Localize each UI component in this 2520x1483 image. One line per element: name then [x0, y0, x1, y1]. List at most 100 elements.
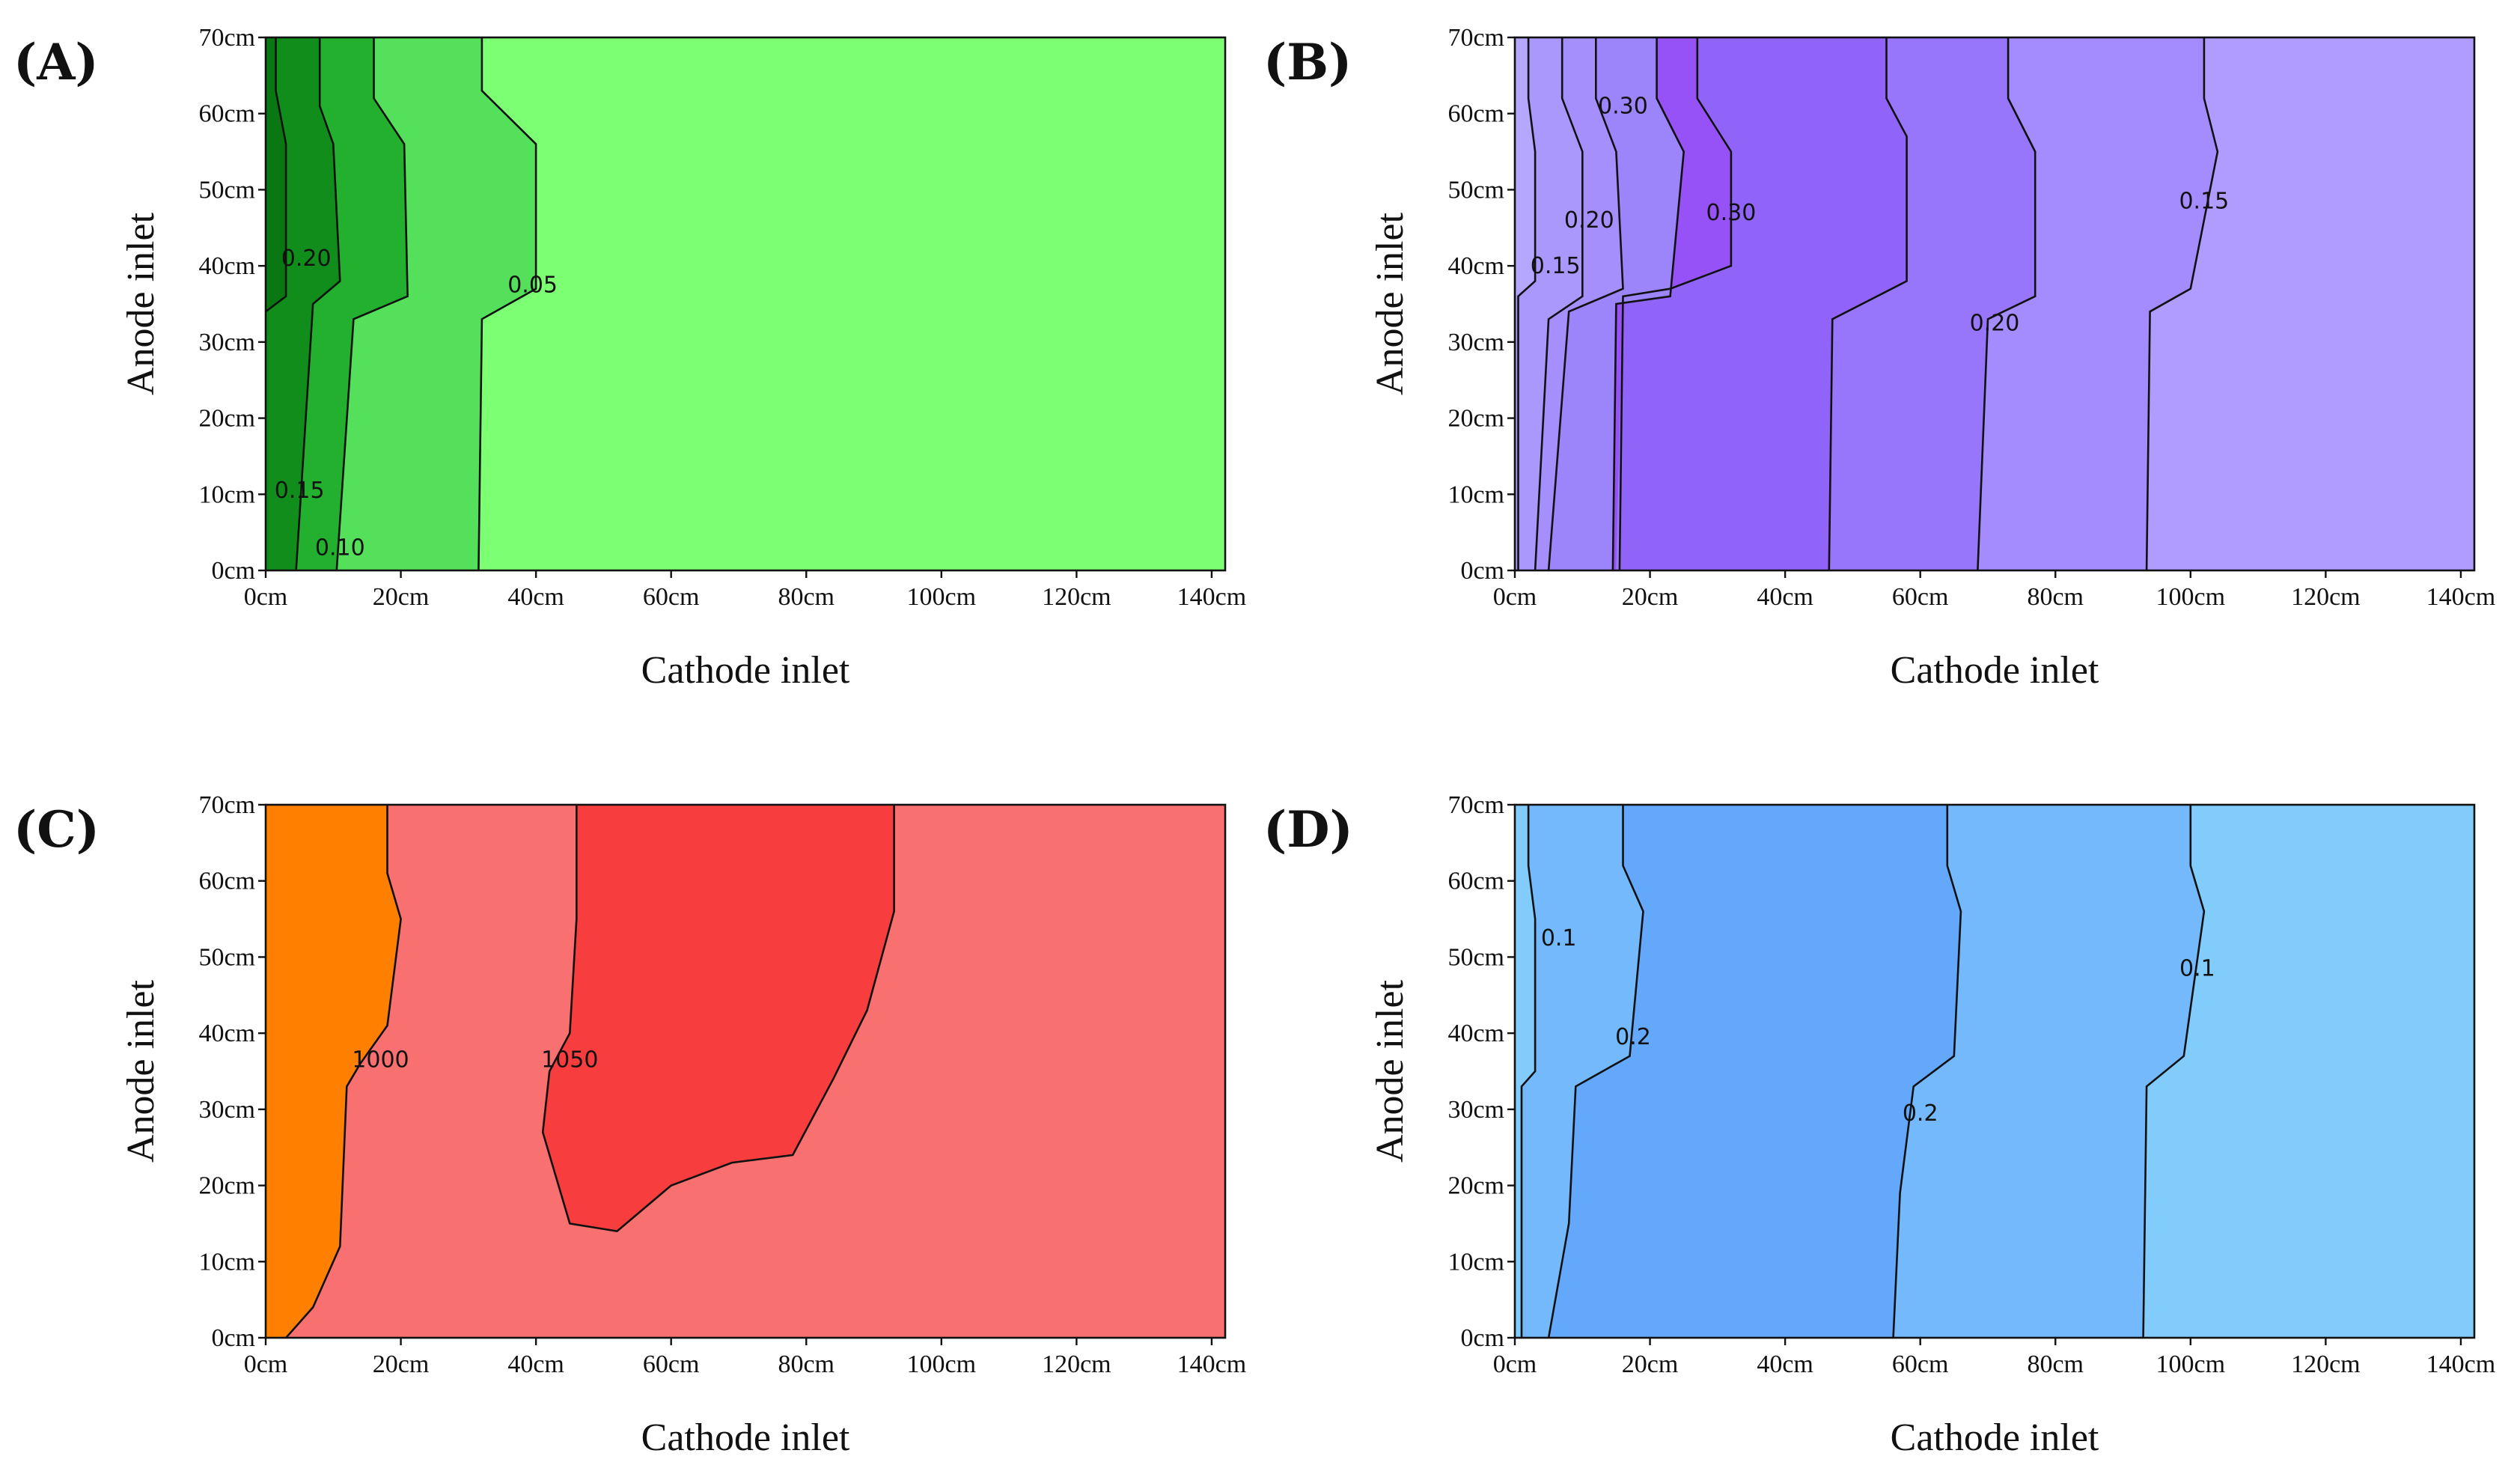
x-tick-label: 120cm	[2291, 1350, 2361, 1378]
contour-label-3: 0.20	[281, 246, 332, 272]
x-tick-label: 60cm	[643, 1350, 700, 1378]
contour-line-5	[1547, 37, 1624, 570]
y-tick-label: 10cm	[198, 1248, 255, 1276]
x-tick-label: 40cm	[507, 583, 564, 611]
contour-panel-d: 0.1 0.2 0.2 0.1 0cm 20cm 40cm 60cm 80cm 100cm 120c…	[1263, 791, 2495, 1459]
x-tick-label: 20cm	[373, 583, 430, 611]
contour-panel-a: 0.05 0.10 0.15 0.20 0cm 20cm 40cm 60cm 80cm 100cm…	[13, 24, 1246, 692]
contour-line-2	[1828, 37, 1908, 570]
contour-region-3	[1515, 805, 1536, 1338]
x-tick-label: 60cm	[1892, 583, 1949, 611]
y-tick-label: 30cm	[198, 329, 255, 356]
x-tick-label: 140cm	[2426, 583, 2496, 611]
x-tick-label: 80cm	[2027, 1350, 2084, 1378]
x-axis-title: Cathode inlet	[641, 649, 850, 692]
y-axis-title: Anode inlet	[1369, 979, 1412, 1163]
x-tick-label: 60cm	[1892, 1350, 1949, 1378]
y-tick-label: 0cm	[211, 557, 255, 585]
y-tick-label: 10cm	[1447, 1248, 1504, 1276]
y-tick-label: 60cm	[198, 868, 255, 895]
plot-frame	[264, 36, 1227, 572]
plot-area: 0.05 0.10 0.15 0.20	[266, 37, 1225, 570]
contour-line-3	[266, 37, 287, 313]
contour-label-0: 0.15	[2179, 189, 2229, 215]
x-tick-label: 40cm	[507, 1350, 564, 1378]
contour-line-3	[1520, 805, 1537, 1338]
contour-label-1: 0.2	[1903, 1100, 1938, 1127]
panel-label: (B)	[1263, 33, 1352, 91]
contour-panel-b: 0.15 0.20 0.30 0.30 0.20 0.15 0cm 20cm 40cm 60cm 8…	[1263, 24, 2495, 692]
contour-line-0	[2145, 37, 2219, 570]
x-tick-label: 80cm	[778, 1350, 835, 1378]
x-tick-label: 80cm	[2027, 583, 2084, 611]
contour-label-3: 0.30	[1706, 200, 1757, 226]
x-tick-label: 0cm	[244, 1350, 288, 1378]
contour-label-5: 0.20	[1564, 207, 1614, 234]
y-axis-title: Anode inlet	[1369, 212, 1412, 395]
y-tick-label: 0cm	[1460, 557, 1504, 585]
contour-line-1	[1977, 37, 2037, 570]
contour-region-8	[1515, 37, 1536, 296]
y-tick-label: 30cm	[1447, 329, 1504, 356]
x-tick-label: 20cm	[1622, 1350, 1679, 1378]
panel-label: (C)	[13, 800, 100, 859]
contour-label-1: 0.20	[1970, 310, 2020, 336]
y-tick-label: 70cm	[198, 24, 255, 52]
contour-label-1: 1050	[541, 1047, 598, 1074]
plot-area: 0.15 0.20 0.30 0.30 0.20 0.15	[1515, 37, 2474, 570]
x-tick-label: 20cm	[373, 1350, 430, 1378]
x-tick-label: 100cm	[907, 1350, 977, 1378]
x-tick-label: 80cm	[778, 583, 835, 611]
x-tick-label: 140cm	[1177, 583, 1247, 611]
plot-area: 1000 1050	[266, 805, 1225, 1338]
y-tick-label: 20cm	[1447, 1172, 1504, 1200]
y-tick-label: 30cm	[198, 1096, 255, 1124]
x-tick-label: 140cm	[2426, 1350, 2496, 1378]
x-tick-label: 100cm	[2156, 583, 2226, 611]
contour-label-0: 1000	[352, 1047, 409, 1074]
x-tick-label: 100cm	[907, 583, 977, 611]
contour-label-2: 0.15	[275, 478, 325, 504]
x-axis-title: Cathode inlet	[1891, 1416, 2099, 1459]
contour-line-2	[295, 37, 341, 570]
contour-line-4	[1611, 37, 1685, 570]
contour-label-0: 0.05	[507, 272, 558, 299]
contour-line-1	[1892, 805, 1962, 1338]
contour-label-6: 0.15	[1531, 253, 1581, 279]
y-tick-label: 40cm	[198, 1020, 255, 1047]
x-tick-label: 40cm	[1757, 583, 1813, 611]
contour-line-0	[478, 37, 537, 570]
contour-line-0	[285, 805, 402, 1338]
y-tick-label: 50cm	[1447, 943, 1504, 971]
y-tick-label: 0cm	[1460, 1324, 1504, 1352]
plot-frame	[264, 803, 1227, 1339]
y-axis-title: Anode inlet	[120, 979, 162, 1163]
contour-panel-c: 1000 1050 0cm 20cm 40cm 60cm 80cm 100cm 120cm 140…	[13, 791, 1246, 1459]
y-tick-label: 10cm	[1447, 481, 1504, 508]
contour-line-6	[1534, 37, 1584, 570]
y-axis-title: Anode inlet	[120, 212, 162, 395]
y-tick-label: 20cm	[198, 1172, 255, 1200]
x-tick-label: 140cm	[1177, 1350, 1247, 1378]
contour-line-7	[1517, 37, 1537, 570]
x-tick-label: 120cm	[2291, 583, 2361, 611]
x-tick-label: 0cm	[1493, 1350, 1537, 1378]
y-tick-label: 40cm	[1447, 252, 1504, 280]
x-tick-label: 40cm	[1757, 1350, 1813, 1378]
contour-line-0	[2142, 805, 2206, 1338]
x-tick-label: 0cm	[1493, 583, 1537, 611]
x-tick-label: 0cm	[244, 583, 288, 611]
contour-label-2: 0.2	[1615, 1024, 1651, 1050]
x-axis-title: Cathode inlet	[1891, 649, 2099, 692]
y-tick-label: 20cm	[198, 405, 255, 433]
contour-region-1	[543, 805, 894, 1231]
contour-region-3	[266, 37, 287, 312]
y-tick-label: 60cm	[198, 100, 255, 128]
contour-line-1	[541, 805, 895, 1232]
contour-label-1: 0.10	[315, 535, 365, 561]
y-tick-label: 50cm	[198, 176, 255, 204]
y-tick-label: 40cm	[1447, 1020, 1504, 1047]
y-tick-label: 30cm	[1447, 1096, 1504, 1124]
y-tick-label: 20cm	[1447, 405, 1504, 433]
y-tick-label: 50cm	[1447, 176, 1504, 204]
